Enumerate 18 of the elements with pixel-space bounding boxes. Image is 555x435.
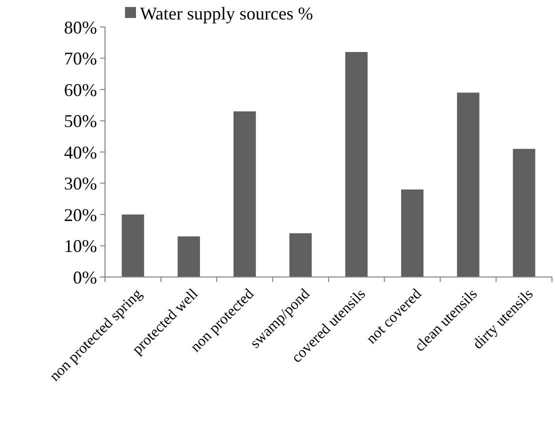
bar bbox=[401, 190, 424, 277]
y-tick-label: 50% bbox=[64, 111, 97, 132]
bar bbox=[178, 236, 200, 277]
bar bbox=[234, 111, 256, 277]
y-tick-label: 20% bbox=[64, 204, 97, 225]
y-tick-label: 80% bbox=[64, 17, 97, 38]
bar bbox=[345, 52, 368, 277]
bar bbox=[289, 233, 312, 277]
bar bbox=[122, 214, 144, 277]
y-tick-label: 0% bbox=[73, 267, 97, 288]
y-tick-label: 60% bbox=[64, 80, 97, 100]
legend-label: Water supply sources % bbox=[140, 3, 314, 24]
bar bbox=[512, 148, 536, 277]
y-tick-label: 70% bbox=[64, 48, 97, 69]
bar bbox=[457, 92, 480, 277]
y-tick-label: 10% bbox=[64, 236, 97, 256]
y-tick-label: 40% bbox=[64, 142, 97, 162]
y-tick-label: 30% bbox=[64, 174, 97, 194]
